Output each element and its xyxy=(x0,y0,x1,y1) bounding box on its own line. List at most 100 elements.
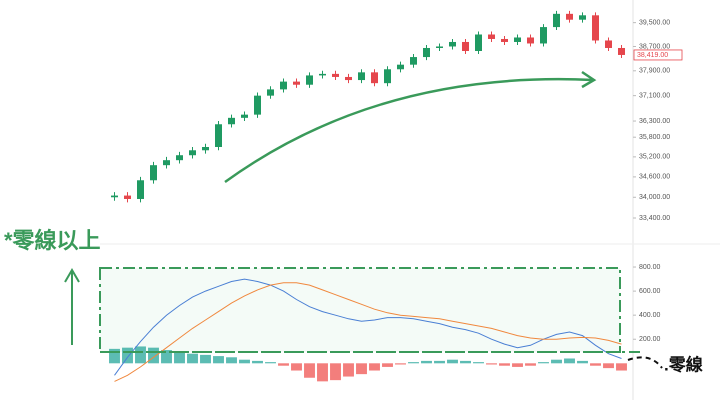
histogram-bar xyxy=(226,357,237,364)
histogram-bar xyxy=(161,350,172,364)
histogram-bar xyxy=(200,354,211,364)
histogram-bar xyxy=(174,352,185,364)
candle-body xyxy=(176,155,183,161)
y-tick-label: 39,500.00 xyxy=(639,19,670,26)
candle-body xyxy=(306,75,313,85)
candle-body xyxy=(137,180,144,199)
zero-pointer xyxy=(627,356,663,369)
annotation: *零線以上 xyxy=(4,228,101,253)
histogram-bar xyxy=(122,347,133,364)
marks: 39,500.00 38,700.00 37,900.00 37,100.00 36,3… xyxy=(109,10,683,382)
histogram-bar xyxy=(460,360,471,364)
histogram-bar xyxy=(252,360,263,364)
y-tick-label: 35,800.00 xyxy=(639,134,670,141)
histogram-bar xyxy=(447,359,458,364)
candle-body xyxy=(202,146,209,151)
candle-body xyxy=(358,72,365,81)
candle-body xyxy=(254,95,261,115)
y-tick-label: 37,100.00 xyxy=(639,92,670,99)
macd-line xyxy=(114,278,622,376)
candle-body xyxy=(579,15,586,20)
histogram-bar xyxy=(213,356,224,364)
y-tick-label: 200.00 xyxy=(639,336,661,343)
histogram-bar xyxy=(187,353,198,364)
candle-body xyxy=(150,165,157,181)
y-tick-label: 36,300.00 xyxy=(639,118,670,125)
candle-body xyxy=(241,114,248,118)
histogram-bar xyxy=(421,360,432,364)
candle-body xyxy=(111,195,118,198)
candle-body xyxy=(488,34,495,39)
candle-body xyxy=(280,81,287,90)
candle-body xyxy=(267,89,274,96)
histogram-bar xyxy=(590,363,601,366)
candle-body xyxy=(605,40,612,48)
y-tick-label: 33,400.00 xyxy=(639,215,670,222)
y-tick-label: 34,000.00 xyxy=(639,194,670,201)
histogram-bar xyxy=(304,363,315,378)
candle-body xyxy=(501,38,508,42)
candle-body xyxy=(514,37,521,42)
histogram-bar xyxy=(525,363,536,366)
zone-box xyxy=(99,267,621,353)
candle-body xyxy=(553,13,560,28)
trend-arrow-head xyxy=(581,70,597,89)
histogram-bar xyxy=(551,359,562,364)
candle-body xyxy=(293,81,300,85)
y-tick-label: 35,200.00 xyxy=(639,154,670,161)
candle-body xyxy=(462,41,469,52)
histogram-bar xyxy=(499,363,510,366)
candle-body xyxy=(124,195,131,199)
candle-body xyxy=(618,47,625,55)
histogram-bar xyxy=(109,348,120,364)
y-tick-label: 34,600.00 xyxy=(639,174,670,181)
histogram-bar xyxy=(616,363,627,371)
price-tag xyxy=(633,49,683,61)
y-tick-label: 800.00 xyxy=(639,264,661,271)
up-arrow-head xyxy=(64,268,80,283)
histogram-bar xyxy=(148,347,159,364)
histogram-bar xyxy=(135,346,146,364)
candle-body xyxy=(371,72,378,84)
candle-body xyxy=(527,37,534,44)
histogram-bar xyxy=(239,359,250,364)
candle-body xyxy=(423,47,430,58)
histogram-bar xyxy=(512,363,523,367)
candle-body xyxy=(475,34,482,52)
histogram-bar xyxy=(278,363,289,366)
histogram-bar xyxy=(291,363,302,371)
candle-body xyxy=(319,73,326,76)
histogram-bar xyxy=(577,360,588,364)
price-tag-label: 38,419.00 xyxy=(637,52,668,59)
trend-arrow xyxy=(224,77,594,184)
y-tick-label: 37,900.00 xyxy=(639,68,670,75)
candle-body xyxy=(189,150,196,156)
histogram-bar xyxy=(356,363,367,375)
histogram-bar xyxy=(538,362,549,364)
candle-body xyxy=(410,57,417,65)
candle-body xyxy=(592,15,599,41)
y-tick-label: 38,700.00 xyxy=(639,43,670,50)
annotation: .零線 xyxy=(664,354,703,374)
histogram-bar xyxy=(382,363,393,367)
histogram-bar xyxy=(486,363,497,365)
y-tick-label: 400.00 xyxy=(639,312,661,319)
histogram-bar xyxy=(603,363,614,369)
histogram-bar xyxy=(434,360,445,364)
candle-body xyxy=(540,27,547,44)
y-tick-label: 600.00 xyxy=(639,288,661,295)
candle-body xyxy=(332,73,339,77)
histogram-bar xyxy=(265,362,276,364)
histogram-bar xyxy=(473,362,484,364)
candle-body xyxy=(384,69,391,84)
histogram-bar xyxy=(564,358,575,364)
candle-body xyxy=(449,41,456,47)
candle-body xyxy=(436,46,443,48)
histogram-bar xyxy=(408,362,419,364)
candle-body xyxy=(345,76,352,81)
candle-body xyxy=(228,117,235,125)
candle-body xyxy=(397,64,404,70)
macd-line xyxy=(114,282,622,382)
histogram-bar xyxy=(330,363,341,381)
